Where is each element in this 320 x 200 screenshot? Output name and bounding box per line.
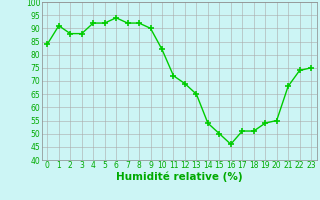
X-axis label: Humidité relative (%): Humidité relative (%) <box>116 172 243 182</box>
